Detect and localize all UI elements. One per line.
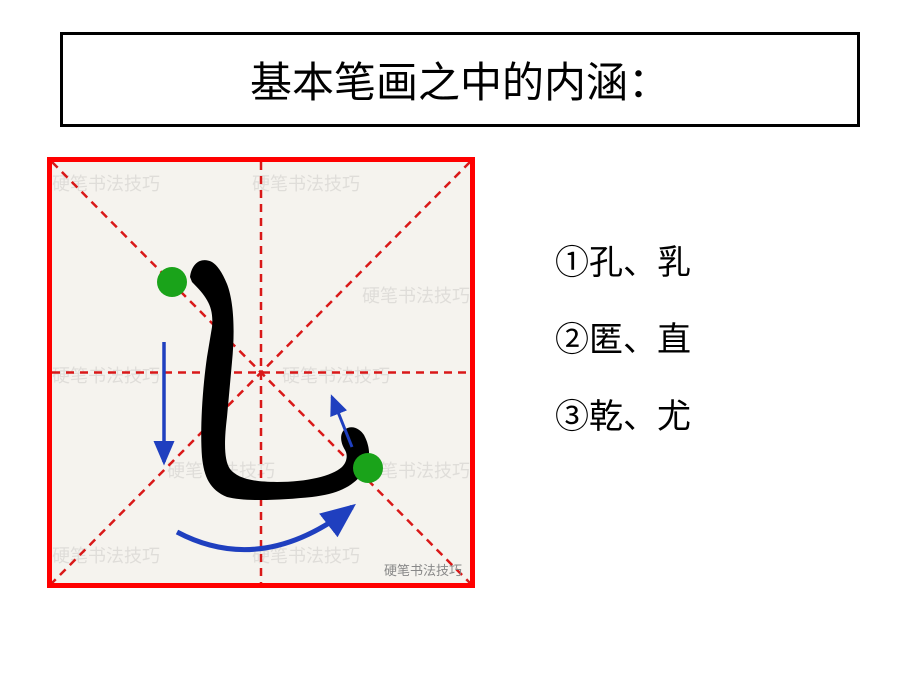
- example-line-2: ②匿、直: [555, 312, 691, 361]
- example-line-1: ①孔、乳: [555, 235, 691, 284]
- turn-dot: [353, 453, 383, 483]
- stroke-grid-frame: 硬笔书法技巧 硬笔书法技巧 硬笔书法技巧 硬笔书法技巧 硬笔书法技巧 硬笔书法技…: [47, 157, 475, 588]
- title-container: 基本笔画之中的内涵：: [60, 32, 860, 127]
- start-dot: [157, 267, 187, 297]
- page-title: 基本笔画之中的内涵：: [250, 49, 670, 110]
- example-line-3: ③乾、尤: [555, 389, 691, 438]
- example-characters-list: ①孔、乳 ②匿、直 ③乾、尤: [555, 235, 691, 438]
- stroke-direction-arrows: [52, 162, 470, 583]
